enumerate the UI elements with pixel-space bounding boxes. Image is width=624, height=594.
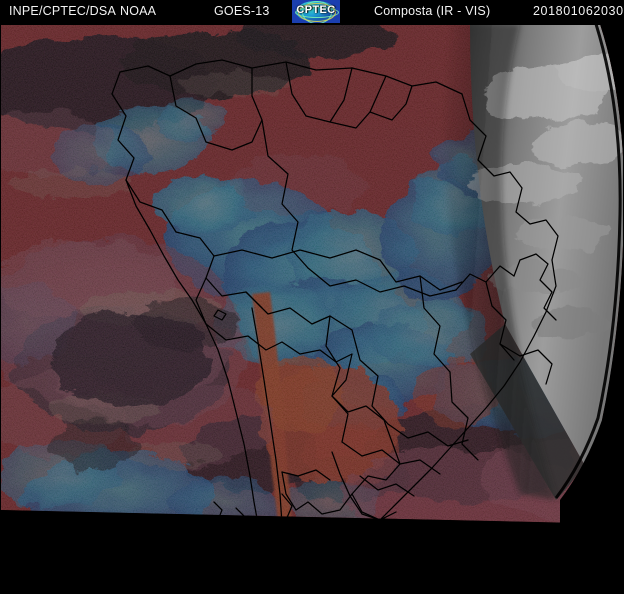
satellite-image-canvas xyxy=(0,24,624,594)
bolivia-border-south xyxy=(281,341,353,363)
guyana-border xyxy=(285,61,353,123)
santa-catarina-border xyxy=(359,475,415,497)
venezuela-border xyxy=(169,67,263,151)
piaui-ceara-border xyxy=(485,281,515,361)
rio-grande-do-sul-border xyxy=(351,493,397,521)
bolivia-border-west xyxy=(195,277,283,351)
chile-argentina-border xyxy=(251,307,283,524)
northeast-coastal-states xyxy=(513,253,557,321)
uruguay-coast xyxy=(295,493,353,515)
uruguay-north-border xyxy=(351,441,401,495)
terminator-gradient xyxy=(444,24,556,500)
lake-titicaca xyxy=(213,309,227,321)
image-header-bar: INPE/CPTEC/DSA NOAA GOES-13 CPTEC Compos… xyxy=(0,0,624,24)
tocantins-bahia-border xyxy=(419,275,451,373)
rio-de-la-plata xyxy=(281,471,297,511)
french-guiana-border xyxy=(369,85,413,121)
amazonas-roraima-border xyxy=(261,119,309,269)
globe-ring-diagonal-icon xyxy=(298,3,336,22)
minas-sao-paulo-border xyxy=(387,423,469,447)
header-timestamp-label: 201801062030 xyxy=(533,4,624,18)
peru-brazil-border xyxy=(125,179,263,309)
header-network-label: NOAA xyxy=(120,4,157,18)
night-sector xyxy=(444,24,624,500)
header-agency-label: INPE/CPTEC/DSA xyxy=(9,4,116,18)
header-product-label: Composta (IR - VIS) xyxy=(374,4,491,18)
mato-grosso-north-border xyxy=(307,267,457,297)
limb-edge-line xyxy=(554,24,622,499)
cptec-logo-wordmark: CPTEC xyxy=(296,4,336,16)
header-satellite-label: GOES-13 xyxy=(214,4,270,18)
north-atlantic-coastline xyxy=(461,93,559,261)
east-atlantic-coastline xyxy=(379,259,557,521)
paraguay-border xyxy=(331,395,393,443)
earth-limb-space xyxy=(560,24,624,594)
paraguay-west-border xyxy=(331,353,353,397)
argentina-coast-north xyxy=(281,469,331,481)
pacific-coastline-peru xyxy=(125,179,207,325)
satellite-composite-graphic xyxy=(0,24,624,594)
mato-grosso-east-border xyxy=(325,315,349,443)
chile-coastline xyxy=(205,323,259,524)
amazonas-para-border xyxy=(213,249,381,261)
cptec-logo-icon: CPTEC xyxy=(292,0,340,23)
bahia-north-border xyxy=(499,343,553,385)
mato-grosso-sul-border xyxy=(351,329,389,425)
rondonia-border xyxy=(245,291,353,331)
political-boundary-overlay xyxy=(111,59,559,524)
suriname-border xyxy=(329,75,387,129)
bottom-scan-cutoff xyxy=(0,510,624,594)
bahia-minas-border xyxy=(449,371,479,461)
colombia-west-border xyxy=(111,71,135,181)
parana-border xyxy=(341,441,441,475)
